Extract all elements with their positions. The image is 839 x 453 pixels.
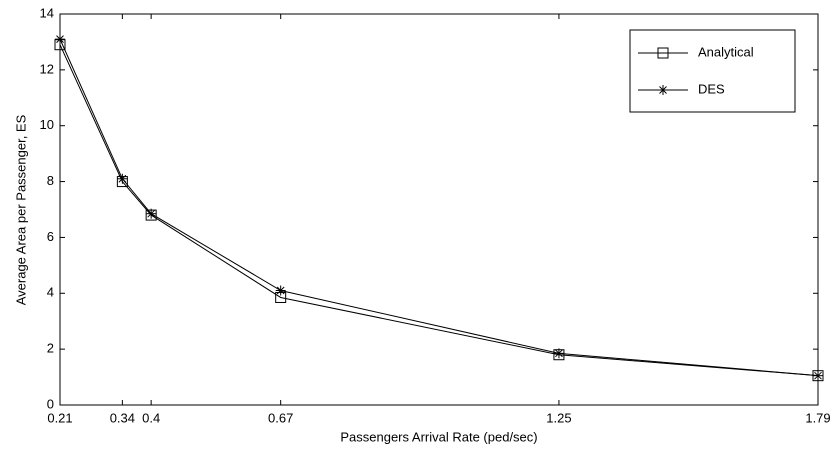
legend-marker (657, 47, 669, 59)
legend-square (657, 47, 669, 59)
x-tick-label: 0.67 (268, 410, 293, 425)
y-tick-label: 12 (40, 61, 54, 76)
marker-stroke (276, 286, 285, 295)
marker-stroke (56, 35, 64, 43)
legend-box (629, 29, 796, 113)
legend-label: Analytical (698, 44, 754, 59)
legend-label: DES (698, 81, 725, 96)
x-tick-label: 0.21 (47, 410, 72, 425)
y-axis-label: Average Area per Passenger, ES (13, 114, 28, 305)
y-tick-label: 10 (40, 117, 54, 132)
marker (117, 173, 128, 184)
y-tick-label: 8 (47, 173, 54, 188)
marker (813, 370, 823, 381)
y-tick-label: 6 (47, 229, 54, 244)
y-tick-label: 2 (47, 341, 54, 356)
x-tick-label: 1.25 (546, 410, 571, 425)
x-axis-label: Passengers Arrival Rate (ped/sec) (340, 429, 537, 444)
x-tick-label: 0.34 (110, 410, 135, 425)
y-tick-label: 14 (40, 5, 54, 20)
x-tick-label: 0.4 (142, 410, 160, 425)
x-tick-label: 1.79 (805, 410, 830, 425)
marker (275, 285, 286, 296)
marker-stroke (555, 349, 563, 358)
marker (146, 208, 157, 219)
marker-stroke (814, 371, 822, 380)
marker (55, 34, 65, 45)
series-line (59, 38, 819, 377)
series-line (59, 44, 819, 377)
marker (553, 348, 564, 359)
y-tick-label: 0 (47, 396, 54, 411)
legend-marker (658, 85, 668, 95)
y-tick-label: 4 (47, 285, 54, 300)
marker-stroke (147, 209, 156, 218)
marker-stroke (118, 174, 127, 183)
legend-stroke (659, 86, 667, 94)
